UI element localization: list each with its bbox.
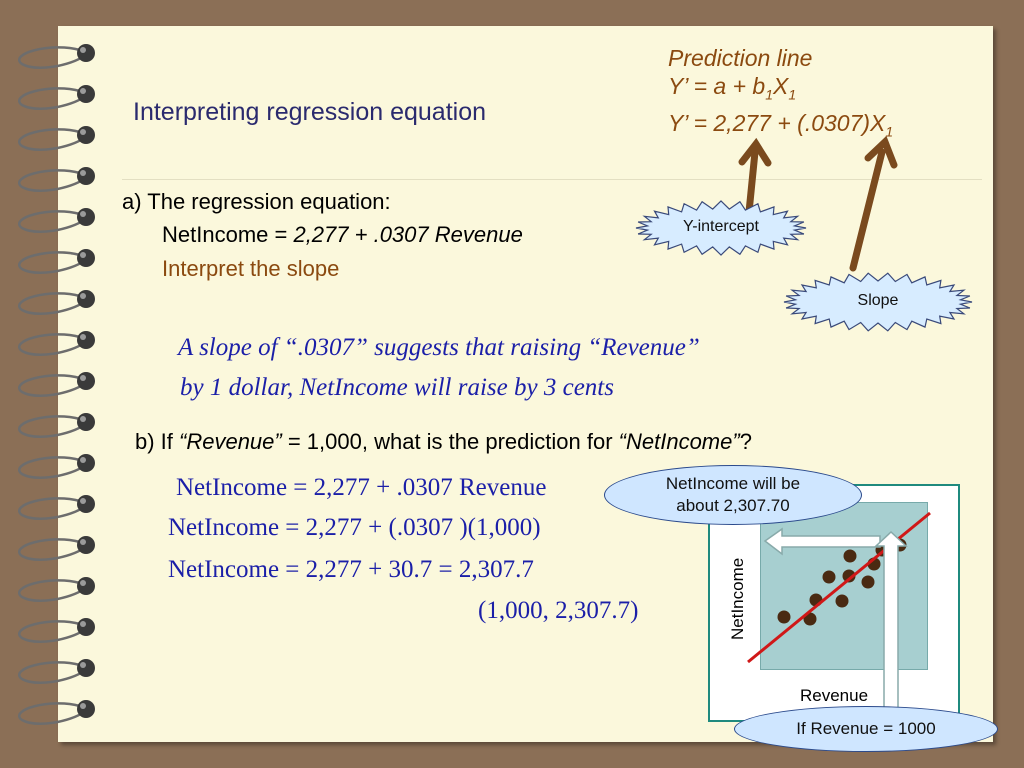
prediction-heading: Prediction line xyxy=(668,45,813,71)
spiral-ring xyxy=(18,372,95,397)
spiral-ring xyxy=(18,413,95,438)
slope-starburst xyxy=(783,272,973,332)
spiral-ring xyxy=(18,454,95,479)
spiral-ring xyxy=(18,44,95,69)
slide-title: Interpreting regression equation xyxy=(133,98,487,126)
calc-line3: NetIncome = 2,277 + 30.7 = 2,307.7 xyxy=(168,556,534,583)
chart-x-label: Revenue xyxy=(800,686,869,705)
netincome-prediction-callout: NetIncome will be about 2,307.70 xyxy=(604,465,862,525)
spiral-ring xyxy=(18,85,95,110)
part-a-equation: NetIncome = 2,277 + .0307 Revenue xyxy=(162,222,523,247)
scatter-point xyxy=(842,569,856,583)
scatter-point xyxy=(777,610,791,624)
y-intercept-starburst xyxy=(635,200,807,256)
spiral-ring xyxy=(18,536,95,561)
scatter-plot-area xyxy=(760,502,928,670)
prediction-fitted-formula: Y’ = 2,277 + (.0307)X1 xyxy=(668,109,894,140)
regression-line xyxy=(747,511,931,664)
calc-line1: NetIncome = 2,277 + .0307 Revenue xyxy=(176,474,547,501)
scatter-point xyxy=(861,575,875,589)
scatter-overlay xyxy=(747,511,931,721)
spiral-ring xyxy=(18,495,95,520)
calc-point: (1,000, 2,307.7) xyxy=(478,597,639,624)
slope-note-line2: by 1 dollar, NetIncome will raise by 3 c… xyxy=(180,374,614,401)
prediction-line-block: Prediction line Y’ = a + b1X1 Y’ = 2,277… xyxy=(668,44,893,145)
part-a-interpret: Interpret the slope xyxy=(162,256,340,281)
slope-note-line1: A slope of “.0307” suggests that raising… xyxy=(178,334,700,361)
spiral-ring xyxy=(18,290,95,315)
slope-arrowhead xyxy=(864,135,898,169)
prediction-general-formula: Y’ = a + b1X1 xyxy=(668,73,797,103)
scatter-point xyxy=(822,570,836,584)
spiral-ring xyxy=(18,249,95,274)
revenue-hollow-arrow xyxy=(874,530,908,721)
spiral-ring xyxy=(18,659,95,684)
y-intercept-arrow xyxy=(745,148,759,216)
spiral-ring xyxy=(18,331,95,356)
slope-arrow xyxy=(849,148,886,272)
if-revenue-callout: If Revenue = 1000 xyxy=(734,706,998,752)
y-intercept-label: Y-intercept xyxy=(683,218,759,235)
spiral-ring xyxy=(18,126,95,151)
spiral-ring xyxy=(18,167,95,192)
spiral-ring xyxy=(18,208,95,233)
spiral-ring xyxy=(18,618,95,643)
calc-line2: NetIncome = 2,277 + (.0307 )(1,000) xyxy=(168,514,541,541)
spiral-ring xyxy=(18,700,95,725)
slope-label: Slope xyxy=(857,292,899,309)
pointer-arrows xyxy=(738,135,898,272)
title-divider xyxy=(122,179,982,180)
part-b-question: b) If “Revenue” = 1,000, what is the pre… xyxy=(135,429,752,454)
spiral-ring xyxy=(18,577,95,602)
prediction-hollow-arrow xyxy=(763,527,881,556)
part-a-heading: a) The regression equation: xyxy=(122,189,391,214)
y-intercept-arrowhead xyxy=(738,137,772,167)
spiral-binding xyxy=(18,44,95,725)
scatter-point xyxy=(843,549,857,563)
scatter-point xyxy=(835,594,849,608)
